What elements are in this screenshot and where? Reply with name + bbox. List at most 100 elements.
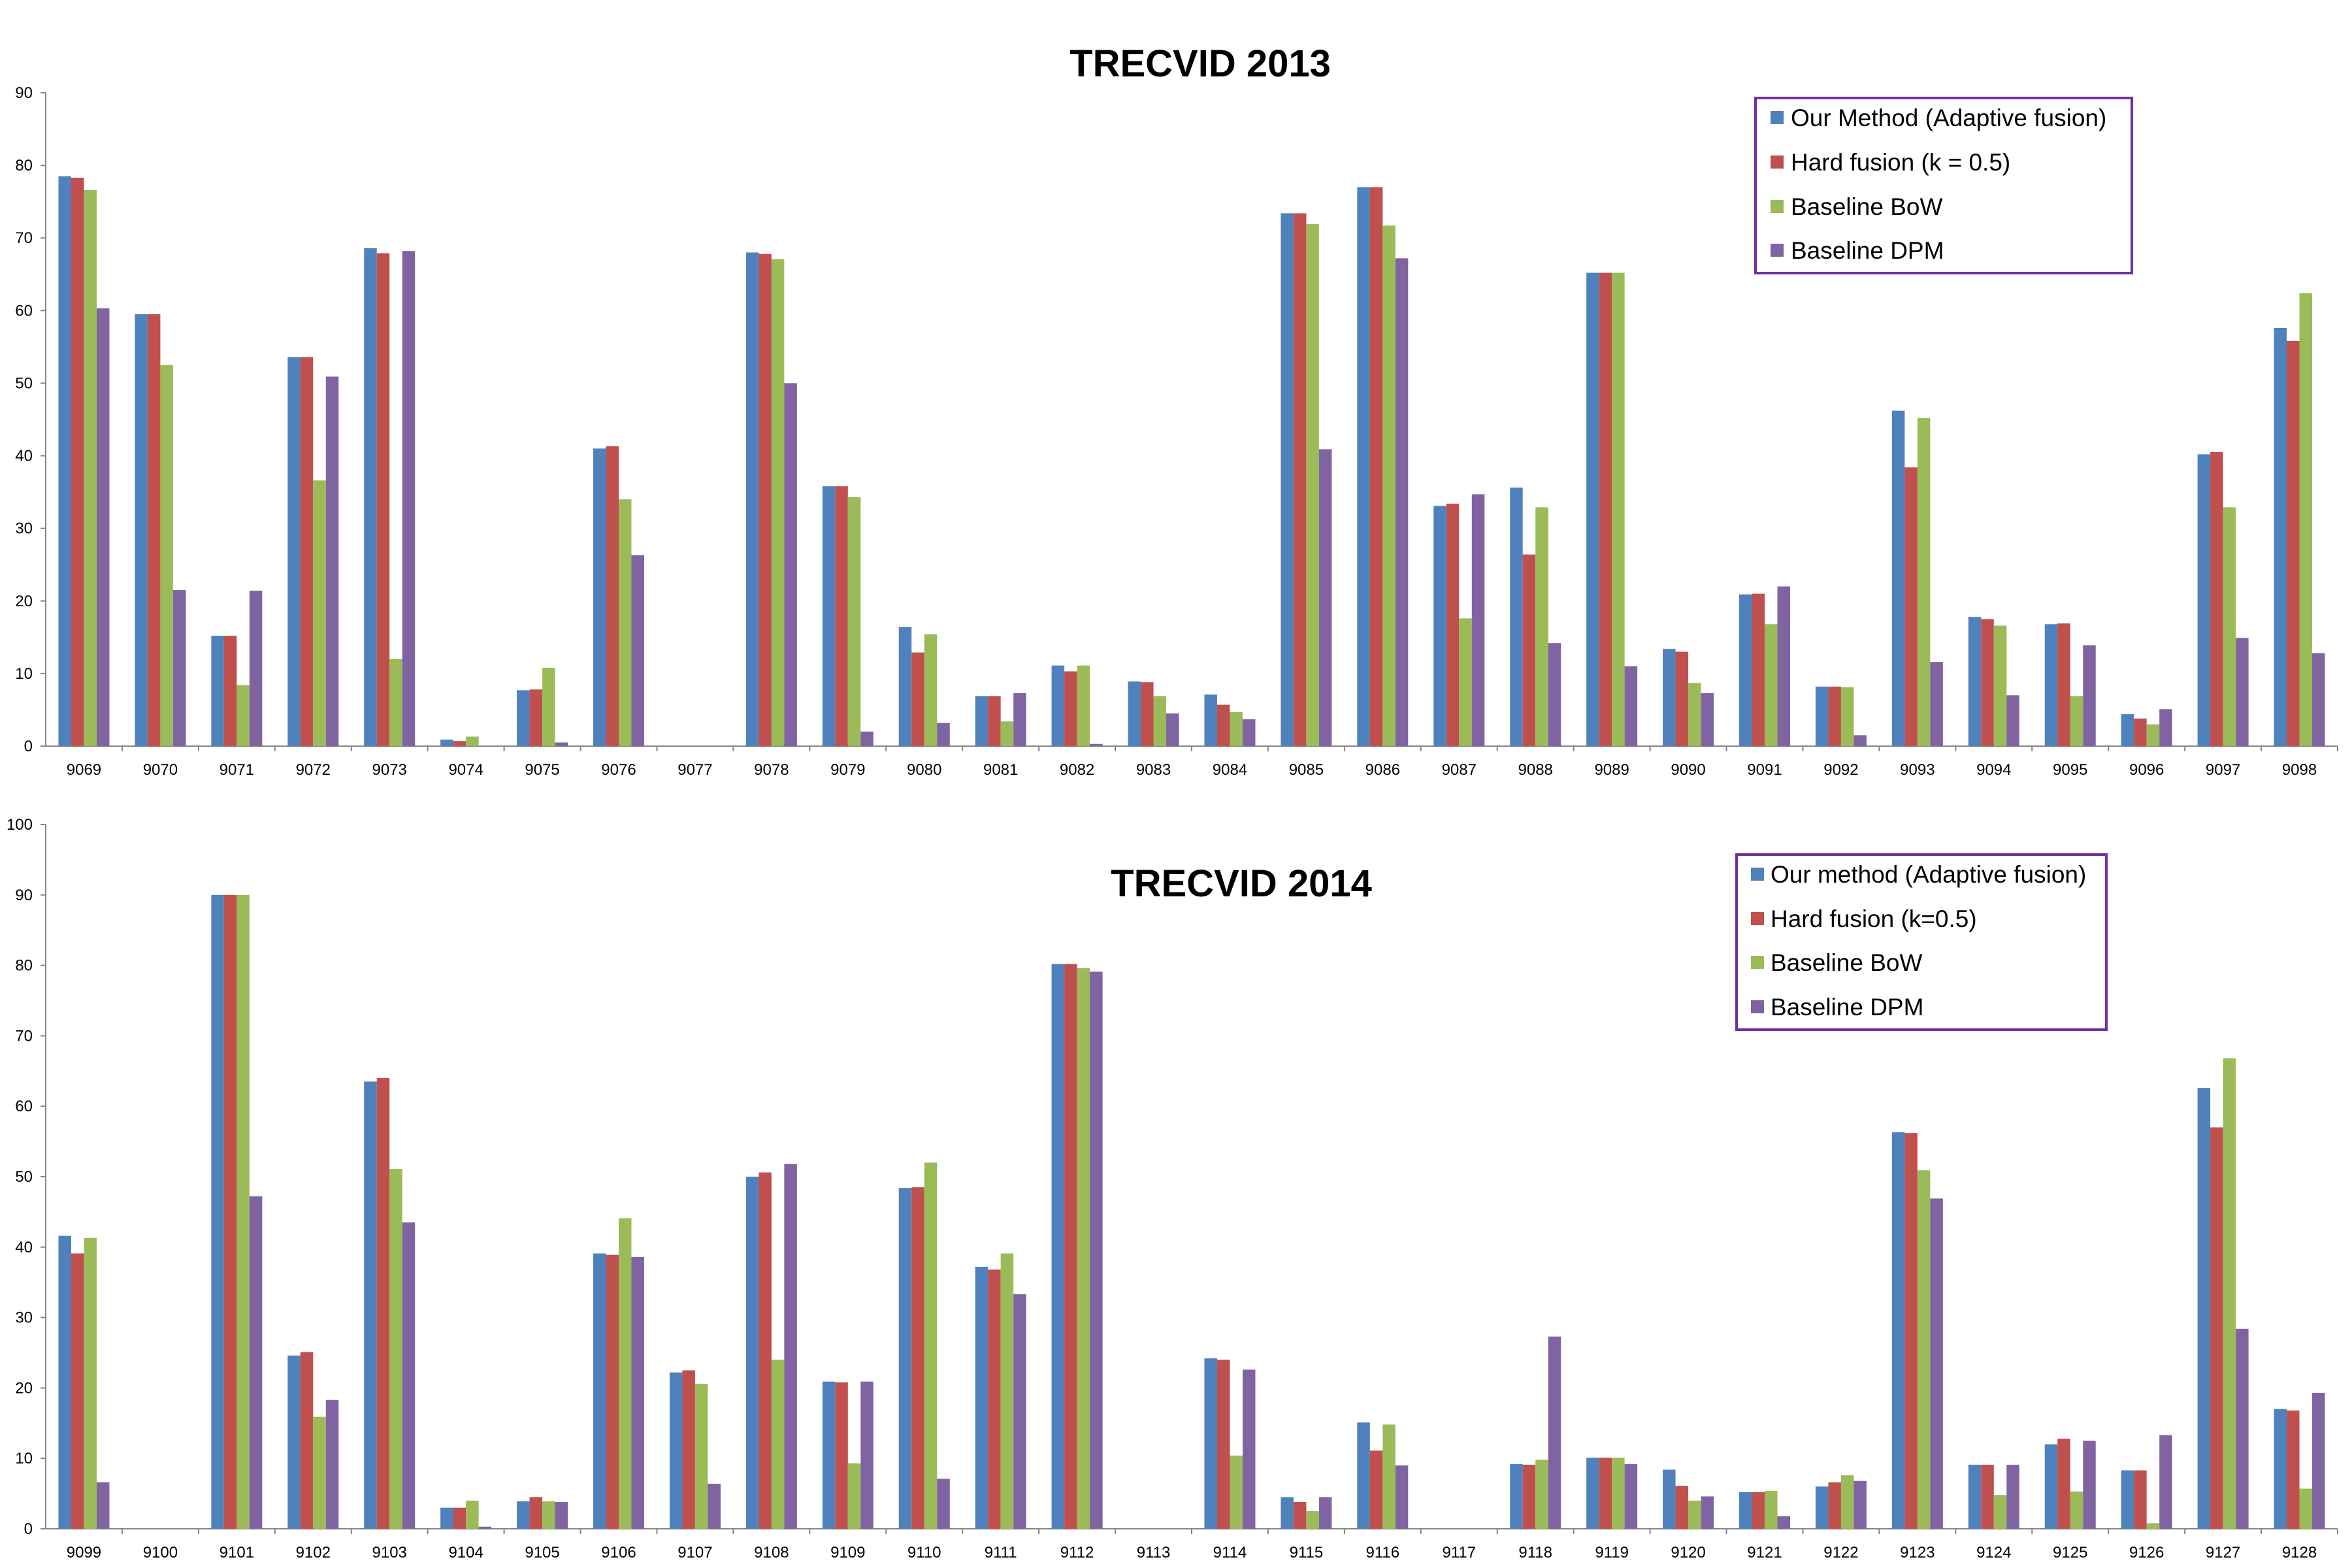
legend-label: Baseline DPM <box>1771 994 1923 1021</box>
bar <box>478 1526 492 1529</box>
bar <box>1968 617 1982 746</box>
bar <box>440 1507 453 1529</box>
y-tick-label: 50 <box>15 374 33 392</box>
y-tick-label: 30 <box>15 1309 33 1327</box>
bar <box>937 723 950 746</box>
bar <box>1586 1458 1599 1529</box>
bar <box>1752 593 1765 746</box>
chart-trecvid-2013: TRECVID 2013 0 10 20 30 40 50 60 70 80 90 9069 907… <box>15 42 2338 779</box>
bar <box>759 1172 772 1529</box>
bar <box>937 1478 950 1529</box>
bar <box>1090 972 1103 1529</box>
bar <box>1675 1486 1689 1529</box>
bar <box>924 634 938 746</box>
x-tick-label: 9077 <box>678 761 712 779</box>
legend-box <box>1735 853 2108 1031</box>
bar <box>2044 1444 2058 1529</box>
bar <box>1051 665 1065 746</box>
bar <box>249 1196 263 1529</box>
legend-swatch <box>1751 956 1764 969</box>
bar <box>517 690 530 746</box>
bar <box>1166 713 1179 746</box>
x-tick-label: 9110 <box>907 1544 941 1561</box>
bar <box>1077 665 1090 746</box>
bar <box>1510 487 1523 746</box>
bar <box>1840 1475 1854 1529</box>
bar <box>2134 718 2147 746</box>
bar <box>606 1254 619 1529</box>
bar <box>1242 1369 1256 1529</box>
bar <box>619 1218 632 1529</box>
y-tick-label: 90 <box>15 84 33 102</box>
bar <box>1013 693 1026 746</box>
bar <box>759 253 772 747</box>
bar <box>223 636 237 746</box>
x-tick-label: 9103 <box>372 1544 407 1561</box>
bar <box>58 176 71 746</box>
x-tick-label: 9108 <box>754 1544 789 1561</box>
bar <box>402 1222 416 1529</box>
bar <box>517 1501 530 1529</box>
x-tick-label: 9095 <box>2053 761 2087 779</box>
chart-trecvid-2014: TRECVID 2014 0 10 20 30 40 50 60 70 80 90 100 9099… <box>7 816 2338 1561</box>
x-tick-label: 9093 <box>1900 761 1935 779</box>
legend-swatch <box>1751 1000 1764 1013</box>
bar <box>2210 1127 2223 1529</box>
y-tick-label: 50 <box>15 1168 33 1186</box>
bar <box>1535 1460 1548 1529</box>
bar <box>745 252 759 746</box>
x-tick-label: 9074 <box>448 761 483 779</box>
x-tick-label: 9115 <box>1290 1544 1324 1561</box>
x-tick-label: 9102 <box>296 1544 331 1561</box>
bar <box>376 253 390 746</box>
legend-swatch <box>1771 244 1784 257</box>
bar <box>160 365 173 746</box>
bar <box>1904 467 1918 746</box>
bar <box>911 652 924 746</box>
bar <box>835 1382 848 1529</box>
legend-label: Baseline BoW <box>1771 949 1922 976</box>
bar <box>898 1188 912 1529</box>
legend-swatch <box>1751 912 1764 925</box>
bar <box>2044 624 2058 746</box>
bar <box>1599 272 1612 746</box>
bar <box>2121 714 2134 746</box>
bar <box>1815 1486 1829 1529</box>
bar <box>529 689 543 746</box>
bar <box>1624 666 1638 746</box>
bar <box>2070 1491 2083 1529</box>
bar <box>1675 651 1689 746</box>
bar <box>1153 696 1167 746</box>
x-tick-label: 9075 <box>525 761 559 779</box>
legend: Our method (Adaptive fusion) Hard fusion… <box>1735 853 2108 1031</box>
bar <box>453 741 466 746</box>
x-tick-label: 9112 <box>1060 1544 1094 1561</box>
bar <box>669 1372 683 1529</box>
x-tick-label: 9105 <box>525 1544 559 1561</box>
bar <box>96 308 110 746</box>
x-tick-label: 9071 <box>220 761 254 779</box>
bar <box>1891 410 1905 746</box>
x-tick-label: 9100 <box>143 1544 178 1561</box>
bar <box>172 590 186 746</box>
bar <box>1777 586 1790 746</box>
bar <box>1459 618 1472 746</box>
bar <box>822 1381 836 1529</box>
bar <box>1777 1516 1790 1529</box>
bar <box>988 1269 1001 1529</box>
x-tick-label: 9076 <box>601 761 636 779</box>
bar <box>694 1383 708 1529</box>
x-tick-label: 9128 <box>2282 1544 2317 1561</box>
bar <box>237 894 250 1529</box>
bar <box>1141 682 1154 746</box>
bar <box>771 1360 785 1529</box>
bar <box>529 1497 543 1529</box>
bar <box>2083 645 2096 746</box>
legend-swatch <box>1751 868 1764 881</box>
bar <box>300 357 314 746</box>
bar <box>1281 1497 1294 1529</box>
bar <box>1064 671 1077 746</box>
x-axis: 9069 9070 9071 9072 9073 9074 9075 9076 9077 9078… <box>67 746 2338 779</box>
bar <box>1318 1497 1332 1529</box>
